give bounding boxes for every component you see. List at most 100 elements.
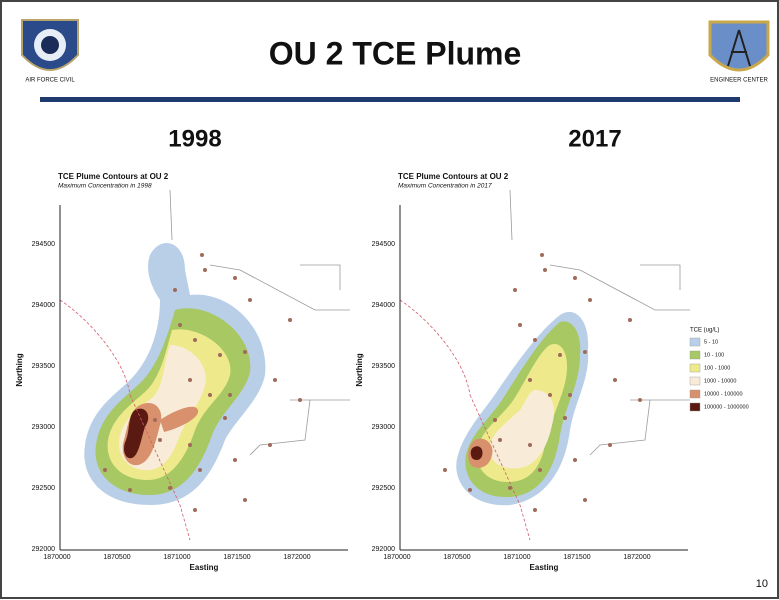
map-subtitle: Maximum Concentration in 1998 <box>58 183 152 190</box>
well-point <box>200 253 204 257</box>
well-point <box>188 378 192 382</box>
well-point <box>173 288 177 292</box>
map-title: TCE Plume Contours at OU 2 <box>398 172 509 181</box>
well-point <box>493 418 497 422</box>
well-point <box>103 468 107 472</box>
well-point <box>568 393 572 397</box>
y-tick-label: 292500 <box>372 485 395 492</box>
page-number: 10 <box>756 578 768 590</box>
well-point <box>168 486 172 490</box>
legend-label: 100000 - 1000000 <box>704 404 749 410</box>
legend-swatch <box>689 350 701 360</box>
well-point <box>573 276 577 280</box>
road-line <box>509 189 690 456</box>
x-tick-label: 1871000 <box>163 554 190 561</box>
well-point <box>540 253 544 257</box>
legend-label: 10000 - 100000 <box>704 391 743 397</box>
x-tick-label: 1870500 <box>103 554 130 561</box>
well-point <box>513 288 517 292</box>
well-point <box>193 508 197 512</box>
x-tick-label: 1872000 <box>283 554 310 561</box>
well-point <box>558 353 562 357</box>
x-tick-label: 1870500 <box>443 554 470 561</box>
well-point <box>268 443 272 447</box>
legend-swatch <box>689 376 701 386</box>
well-point <box>518 323 522 327</box>
y-tick-label: 294000 <box>32 302 55 309</box>
legend-title: TCE (ug/L) <box>690 328 719 334</box>
well-point <box>223 416 227 420</box>
well-point <box>638 398 642 402</box>
well-point <box>188 443 192 447</box>
x-tick-label: 1871000 <box>503 554 530 561</box>
well-point <box>198 468 202 472</box>
legend-swatch <box>689 337 701 347</box>
legend-label: 10 - 100 <box>704 352 724 358</box>
plume-contour <box>124 408 149 459</box>
well-point <box>178 323 182 327</box>
well-point <box>528 378 532 382</box>
y-axis-label: Northing <box>355 353 364 386</box>
well-point <box>538 468 542 472</box>
well-point <box>218 353 222 357</box>
legend-swatch <box>689 363 701 373</box>
well-point <box>128 488 132 492</box>
legend-swatch <box>689 389 701 399</box>
well-point <box>298 398 302 402</box>
road-line <box>399 299 531 541</box>
y-axis-label: Northing <box>15 353 24 386</box>
map-panel: 2017 TCE Plume Contours at OU 2 Maximum Co… <box>355 125 690 572</box>
x-tick-label: 1870000 <box>383 554 410 561</box>
left-logo: AIR FORCE CIVIL <box>21 19 79 84</box>
title-rule <box>40 97 740 102</box>
well-point <box>563 416 567 420</box>
panel-year: 2017 <box>568 125 621 152</box>
y-tick-label: 294000 <box>372 302 395 309</box>
well-point <box>233 458 237 462</box>
svg-text:ENGINEER CENTER: ENGINEER CENTER <box>710 78 768 84</box>
well-point <box>508 486 512 490</box>
well-point <box>528 443 532 447</box>
well-point <box>233 276 237 280</box>
x-tick-label: 1871500 <box>223 554 250 561</box>
well-point <box>533 338 537 342</box>
well-point <box>158 438 162 442</box>
well-point <box>573 458 577 462</box>
well-point <box>288 318 292 322</box>
legend-label: 5 - 10 <box>704 339 718 345</box>
well-point <box>533 508 537 512</box>
well-point <box>628 318 632 322</box>
y-tick-label: 293500 <box>372 363 395 370</box>
y-tick-label: 293500 <box>32 363 55 370</box>
x-tick-label: 1870000 <box>43 554 70 561</box>
well-point <box>608 443 612 447</box>
legend-swatch <box>689 402 701 412</box>
well-point <box>228 393 232 397</box>
well-point <box>248 298 252 302</box>
well-point <box>243 350 247 354</box>
map-panel: 1998 TCE Plume Contours at OU 2 Maximum Co… <box>15 125 350 572</box>
well-point <box>468 488 472 492</box>
well-point <box>543 268 547 272</box>
well-point <box>153 418 157 422</box>
well-point <box>203 268 207 272</box>
legend-label: 100 - 1000 <box>704 365 730 371</box>
y-tick-label: 293000 <box>372 424 395 431</box>
y-tick-label: 294500 <box>372 241 395 248</box>
well-point <box>583 350 587 354</box>
well-point <box>208 393 212 397</box>
plume-contour <box>470 446 483 461</box>
road-line <box>59 299 191 541</box>
x-tick-label: 1872000 <box>623 554 650 561</box>
x-axis-label: Easting <box>530 563 559 572</box>
well-point <box>613 378 617 382</box>
svg-text:AIR FORCE CIVIL: AIR FORCE CIVIL <box>25 78 75 84</box>
y-tick-label: 292500 <box>32 485 55 492</box>
y-tick-label: 292000 <box>32 546 55 553</box>
well-point <box>548 393 552 397</box>
well-point <box>588 298 592 302</box>
legend-label: 1000 - 10000 <box>704 378 736 384</box>
x-axis-label: Easting <box>190 563 219 572</box>
